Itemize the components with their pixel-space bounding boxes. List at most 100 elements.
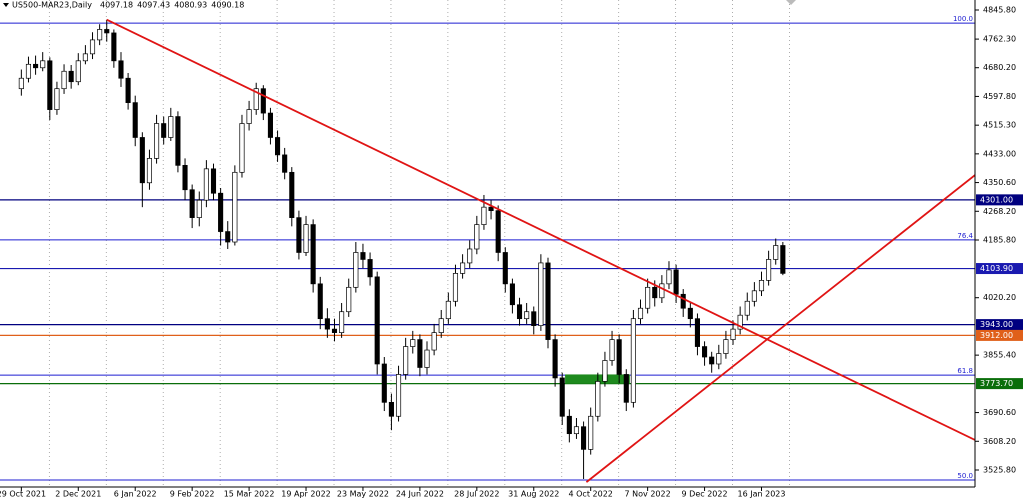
candle-body	[545, 262, 551, 340]
level-label: 3943.00	[980, 320, 1013, 329]
candle-body	[111, 32, 117, 62]
candle-body	[132, 102, 138, 138]
y-tick-label: 4515.30	[983, 121, 1016, 130]
candle-body	[175, 116, 181, 166]
candle-body	[282, 154, 288, 173]
candle-body	[161, 123, 167, 138]
candle-body	[737, 314, 743, 330]
candle-body	[630, 318, 636, 403]
candle-body	[566, 415, 572, 435]
candle-body	[773, 245, 779, 260]
candle-body	[54, 88, 60, 110]
candle-body	[189, 189, 195, 218]
candle-body	[303, 224, 309, 253]
candle-body	[353, 252, 359, 288]
candle-body	[581, 426, 587, 450]
candle-body	[758, 280, 765, 292]
level-box	[976, 263, 1023, 275]
candle-body	[702, 346, 708, 358]
candle-body	[82, 53, 88, 62]
candle-body	[367, 259, 373, 278]
y-tick-label: 4350.60	[983, 178, 1016, 187]
candle-body	[509, 283, 515, 306]
candle-body	[424, 349, 430, 368]
candle-body	[331, 328, 338, 333]
candle-body	[616, 339, 622, 375]
candle-body	[246, 109, 252, 124]
candles	[18, 19, 786, 479]
candle-body	[588, 415, 594, 450]
candle-body	[360, 252, 366, 260]
fib-label: 61.8	[957, 367, 973, 375]
y-tick-label: 3525.80	[983, 465, 1016, 474]
candle-body	[289, 171, 295, 218]
x-tick-label: 15 Mar 2022	[224, 490, 275, 499]
x-tick-label: 24 Jun 2022	[396, 490, 444, 499]
candle-body	[154, 123, 160, 159]
x-tick-label: 6 Jan 2022	[114, 490, 157, 499]
y-tick-label: 4433.00	[983, 149, 1016, 158]
y-tick-label: 3855.40	[983, 351, 1016, 360]
candle-body	[97, 29, 103, 41]
candle-body	[623, 374, 629, 403]
y-tick-label: 4020.20	[983, 293, 1016, 302]
candle-body	[481, 206, 487, 225]
y-tick-label: 4680.20	[983, 63, 1016, 72]
x-tick-label: 7 Nov 2022	[625, 490, 671, 499]
trend-line	[106, 18, 975, 441]
x-tick-label: 4 Oct 2022	[569, 490, 613, 499]
candle-body	[225, 231, 231, 243]
candle-body	[374, 276, 380, 365]
x-tick-label: 9 Feb 2022	[170, 490, 215, 499]
candle-body	[445, 300, 451, 320]
candle-body	[260, 88, 266, 114]
candle-body	[652, 286, 658, 299]
candle-body	[602, 360, 608, 382]
x-tick-label: 16 Jan 2023	[738, 490, 786, 499]
candle-body	[709, 356, 715, 365]
x-tick-label: 28 Jul 2022	[454, 490, 499, 499]
fib-label: 50.0	[957, 472, 973, 480]
candle-body	[524, 311, 530, 320]
candle-body	[666, 269, 672, 285]
candle-body	[694, 318, 700, 347]
candle-body	[232, 171, 238, 243]
candle-body	[47, 60, 53, 110]
candle-body	[680, 293, 686, 309]
candle-body	[751, 290, 757, 302]
candle-body	[104, 29, 110, 34]
candle-body	[25, 63, 32, 79]
candle-body	[210, 168, 217, 194]
grid	[48, 0, 790, 487]
candle-body	[118, 60, 124, 79]
candle-body	[673, 269, 679, 295]
candle-body	[75, 60, 81, 83]
symbol: US500-MAR23,Daily	[12, 1, 92, 10]
header-value: 4097.18	[100, 1, 133, 10]
candle-body	[730, 328, 736, 340]
header-value: 4090.18	[211, 1, 244, 10]
shift-marker	[786, 0, 796, 5]
candle-body	[196, 199, 202, 218]
candle-body	[68, 70, 74, 83]
header-value: 4080.93	[174, 1, 207, 10]
candle-body	[317, 283, 323, 320]
candle-body	[33, 63, 39, 69]
candle-body	[637, 307, 644, 320]
candle-body	[438, 318, 444, 333]
candle-body	[388, 401, 394, 417]
level-box	[976, 378, 1023, 390]
level-label: 3773.70	[980, 379, 1013, 388]
levels: 100.0 76.4 61.8 50.0	[0, 15, 975, 481]
y-tick-label: 3608.20	[983, 437, 1016, 446]
candle-body	[218, 192, 224, 232]
candle-body	[467, 248, 473, 264]
level-box	[976, 329, 1023, 341]
candle-body	[346, 286, 352, 313]
candle-body	[431, 332, 437, 351]
level-label: 4103.90	[980, 264, 1013, 273]
trend-lines	[106, 18, 975, 483]
candle-body	[723, 339, 729, 354]
x-tick-label: 2 Dec 2021	[55, 490, 101, 499]
